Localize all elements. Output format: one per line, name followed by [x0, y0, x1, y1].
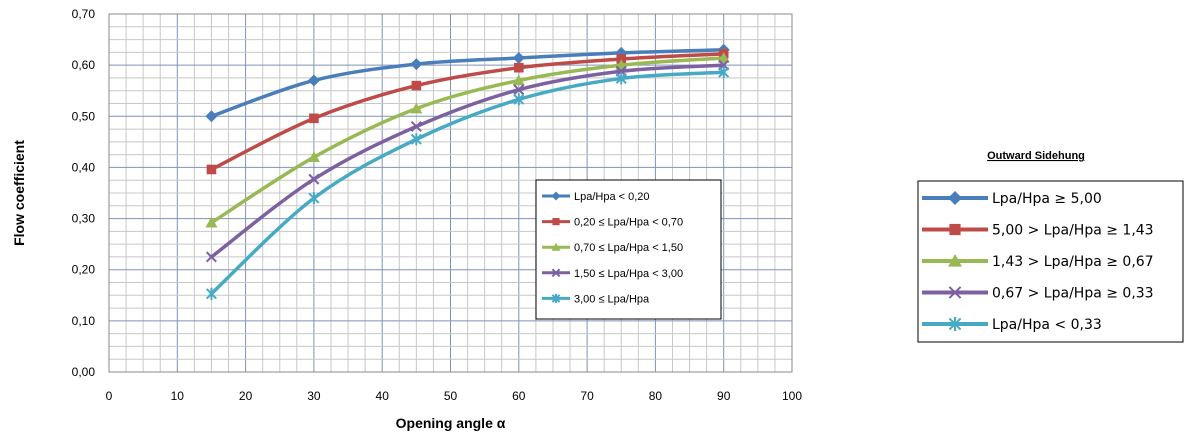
x-tick-label: 20 — [239, 389, 253, 403]
x-tick-label: 40 — [376, 389, 390, 403]
data-point-marker — [551, 293, 561, 303]
data-point-marker — [410, 133, 422, 146]
series-lines — [205, 43, 730, 300]
chart-legend: Lpa/Hpa < 0,20 0,20 ≤ Lpa/Hpa < 0,70 0,70 … — [535, 179, 722, 320]
legend-label: 1,50 ≤ Lpa/Hpa < 3,00 — [574, 268, 683, 280]
data-point-marker — [717, 51, 730, 63]
data-point-marker — [410, 58, 423, 71]
legend-entry: 1,50 ≤ Lpa/Hpa < 3,00 — [542, 268, 683, 280]
x-axis-title: Opening angle α — [396, 415, 506, 431]
secondary-legend-entry: 5,00 > Lpa/Hpa ≥ 1,43 — [922, 223, 1154, 239]
data-point-marker — [513, 84, 525, 96]
y-tick-label: 0,30 — [72, 212, 96, 226]
data-point-marker — [551, 191, 561, 201]
series-line — [209, 52, 726, 172]
data-point-marker — [308, 173, 320, 185]
series-line — [209, 56, 726, 225]
data-point-marker — [309, 113, 319, 124]
x-tick-label: 90 — [717, 389, 731, 403]
data-point-marker — [552, 218, 560, 226]
outward-sidehung-legend: Outward Sidehung Lpa/Hpa ≥ 5,00 5,00 > Lpa… — [917, 150, 1184, 343]
series-line — [209, 48, 726, 119]
y-tick-label: 0,10 — [72, 314, 96, 328]
legend-label: Lpa/Hpa < 0,20 — [574, 191, 650, 203]
data-point-marker — [205, 251, 217, 263]
data-point-marker — [551, 242, 561, 251]
y-tick-label: 0,20 — [72, 263, 96, 277]
y-axis-title: Flow coefficient — [11, 140, 27, 246]
x-tick-label: 60 — [512, 389, 526, 403]
x-tick-label: 80 — [649, 389, 663, 403]
data-point-marker — [512, 74, 525, 86]
y-tick-label: 0,00 — [72, 365, 96, 379]
legend-label: Lpa/Hpa < 0,33 — [992, 317, 1102, 333]
data-point-marker — [205, 110, 218, 123]
data-point-marker — [513, 93, 525, 106]
legend-box — [535, 179, 722, 320]
legend-label: Lpa/Hpa ≥ 5,00 — [992, 191, 1102, 207]
secondary-legend-entry: Lpa/Hpa ≥ 5,00 — [922, 191, 1102, 207]
y-tick-label: 0,50 — [72, 109, 96, 123]
data-point-marker — [411, 80, 422, 91]
x-tick-label: 100 — [782, 389, 802, 403]
data-point-marker — [206, 164, 217, 175]
data-point-marker — [307, 74, 320, 87]
data-point-marker — [718, 66, 730, 79]
y-tick-label: 0,40 — [72, 160, 96, 174]
x-tick-label: 30 — [307, 389, 321, 403]
secondary-legend-entry: 0,67 > Lpa/Hpa ≥ 0,33 — [922, 286, 1154, 302]
data-point-marker — [308, 192, 320, 205]
legend-label: 0,70 ≤ Lpa/Hpa < 1,50 — [574, 242, 683, 254]
data-point-marker — [615, 72, 627, 85]
series-1 — [205, 43, 730, 123]
legend-label: 3,00 ≤ Lpa/Hpa — [574, 293, 650, 305]
secondary-legend-title: Outward Sidehung — [987, 150, 1085, 162]
legend-label: 0,20 ≤ Lpa/Hpa < 0,70 — [574, 217, 683, 229]
series-5 — [205, 66, 730, 300]
series-line — [209, 63, 726, 259]
data-point-marker — [948, 286, 962, 299]
secondary-legend-entry: 1,43 > Lpa/Hpa ≥ 0,67 — [922, 254, 1154, 270]
y-axis-ticks: 0,00 0,10 0,20 0,30 0,40 0,50 0,60 0,70 — [72, 7, 96, 379]
legend-entry: Lpa/Hpa < 0,20 — [542, 191, 650, 203]
data-point-marker — [948, 191, 962, 205]
data-point-marker — [949, 223, 961, 236]
legend-label: 1,43 > Lpa/Hpa ≥ 0,67 — [992, 254, 1154, 270]
legend-label: 0,67 > Lpa/Hpa ≥ 0,33 — [992, 286, 1154, 302]
y-tick-label: 0,70 — [72, 7, 96, 21]
legend-entry: 3,00 ≤ Lpa/Hpa — [542, 293, 650, 305]
data-point-marker — [948, 254, 962, 267]
legend-entry: 0,20 ≤ Lpa/Hpa < 0,70 — [542, 217, 683, 229]
y-tick-label: 0,60 — [72, 58, 96, 72]
x-tick-label: 70 — [580, 389, 594, 403]
data-point-marker — [205, 287, 217, 300]
data-point-marker — [410, 121, 422, 133]
x-tick-label: 0 — [106, 389, 113, 403]
data-point-marker — [410, 102, 423, 114]
plot-area — [108, 13, 793, 373]
data-point-marker — [948, 317, 962, 331]
data-point-marker — [512, 51, 525, 64]
data-point-marker — [551, 268, 561, 278]
secondary-legend-entry: Lpa/Hpa < 0,33 — [922, 317, 1102, 333]
x-tick-label: 10 — [171, 389, 185, 403]
data-point-marker — [616, 54, 627, 64]
data-point-marker — [307, 151, 320, 162]
x-tick-label: 50 — [444, 389, 458, 403]
data-point-marker — [205, 216, 218, 228]
data-point-marker — [514, 62, 524, 73]
legend-entry: 0,70 ≤ Lpa/Hpa < 1,50 — [542, 242, 683, 254]
series-line — [209, 70, 726, 296]
legend-label: 5,00 > Lpa/Hpa ≥ 1,43 — [992, 223, 1154, 239]
x-axis-ticks: 0 10 20 30 40 50 60 70 80 90 100 — [106, 389, 803, 403]
